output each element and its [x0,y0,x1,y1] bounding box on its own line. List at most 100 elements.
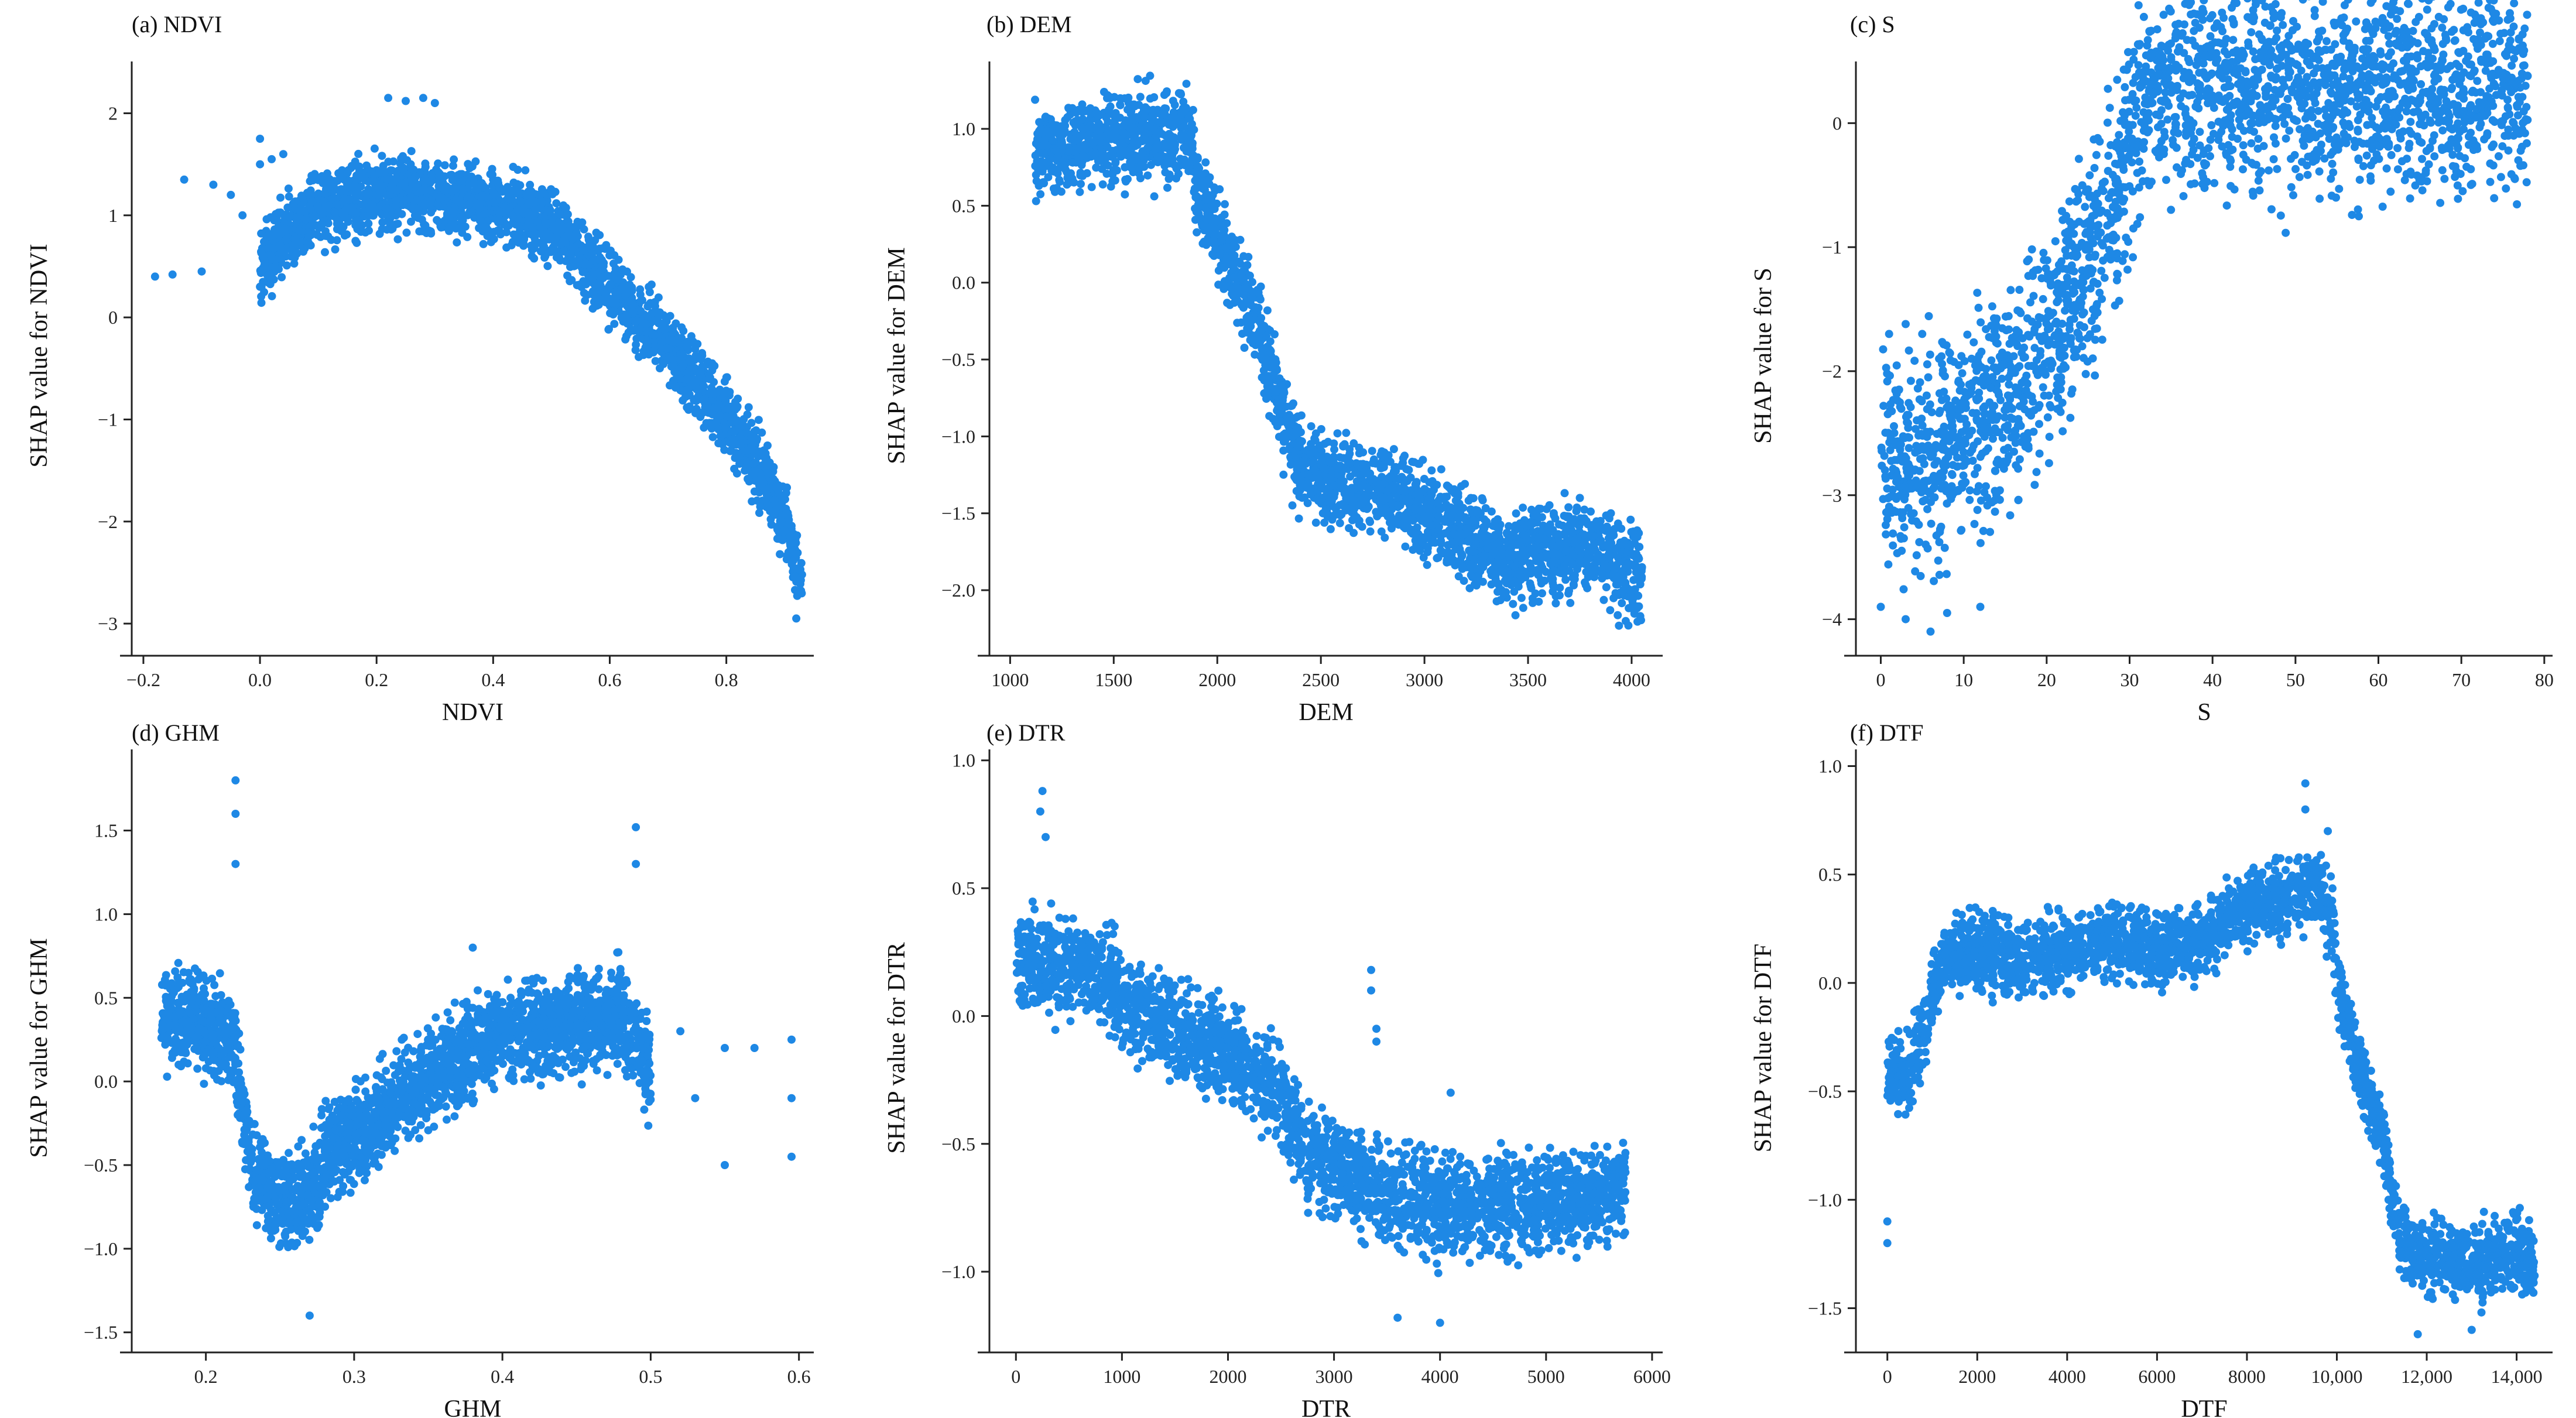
scatter-point [1254,288,1263,297]
scatter-point [341,185,350,194]
scatter-point [1550,583,1558,591]
scatter-point [495,209,504,218]
scatter-point [268,292,276,300]
y-tick-label: −2 [98,511,118,532]
scatter-point [478,191,487,200]
scatter-point [1419,455,1427,464]
scatter-point [463,232,472,241]
scatter-point [1098,180,1107,189]
scatter-point [1481,504,1490,512]
scatter-point [732,403,741,412]
scatter-point [1262,395,1270,403]
scatter-point [792,614,801,623]
scatter-point [516,197,525,206]
scatter-point [1510,587,1519,596]
scatter-point [1585,563,1594,571]
scatter-point [729,437,738,446]
scatter-point [578,218,587,227]
scatter-point [1493,587,1502,596]
scatter-point [502,222,511,231]
scatter-point [1121,190,1129,199]
scatter-point [1588,532,1597,540]
scatter-point [427,208,436,217]
scatter-point [1584,550,1593,559]
scatter-point [731,426,739,434]
scatter-point [1574,544,1583,553]
scatter-point [426,186,435,195]
scatter-point [779,527,787,536]
scatter-point [1164,174,1173,183]
scatter-point [1373,512,1382,520]
scatter-point [267,252,276,261]
scatter-point [1433,481,1441,489]
scatter-point [1326,525,1335,533]
scatter-point [1123,174,1132,183]
scatter-point [508,213,517,221]
scatter-point [1427,466,1436,475]
scatter-point [388,224,397,233]
scatter-point [1168,151,1177,160]
scatter-point [365,189,374,198]
scatter-point [263,272,272,280]
scatter-point [1262,331,1270,340]
scatter-point [1342,429,1351,437]
scatter-point [403,156,412,165]
scatter-point [1451,545,1460,553]
scatter-point [270,263,279,272]
scatter-point [1044,173,1053,181]
scatter-point [1146,114,1155,122]
scatter-point [407,176,416,184]
scatter-point [1549,509,1558,518]
scatter-point [484,226,492,235]
scatter-point [690,395,699,404]
scatter-point [605,251,614,260]
scatter-point [580,289,588,297]
scatter-point [687,332,696,341]
scatter-point [1436,532,1445,540]
scatter-point [304,232,313,241]
scatter-point [378,152,386,160]
scatter-point [579,277,588,286]
scatter-point [599,273,608,282]
scatter-point [293,249,302,258]
scatter-point [782,505,790,513]
scatter-point [486,170,495,179]
scatter-point [1403,508,1412,516]
scatter-point [1479,523,1488,532]
scatter-point [732,417,741,426]
scatter-point [622,311,631,320]
scatter-point [1335,519,1344,528]
scatter-point [604,325,613,334]
scatter-point [530,243,539,252]
scatter-point [1633,533,1642,542]
scatter-point [639,351,648,359]
scatter-point [543,262,552,270]
scatter-point [667,362,676,371]
scatter-point [1036,125,1045,133]
scatter-point [528,223,537,232]
scatter-point [1190,187,1198,196]
scatter-point [290,259,299,268]
scatter-point [505,204,514,213]
scatter-point [1065,147,1073,156]
scatter-point [257,292,266,301]
scatter-point [609,259,618,268]
scatter-point [671,383,680,392]
y-tick-label: 0 [108,307,118,328]
scatter-point [748,497,756,506]
scatter-point [402,228,411,237]
scatter-point [331,245,340,254]
scatter-point [714,439,723,448]
scatter-point [256,135,265,143]
scatter-point [354,149,363,158]
scatter-point [456,170,464,179]
scatter-point [1236,259,1245,268]
scatter-point [1425,478,1434,487]
scatter-point [564,217,573,226]
scatter-point [754,416,763,424]
scatter-point [1075,187,1084,196]
scatter-point [626,273,635,282]
scatter-point [426,197,435,205]
scatter-point [1366,518,1375,526]
scatter-point [489,190,498,198]
